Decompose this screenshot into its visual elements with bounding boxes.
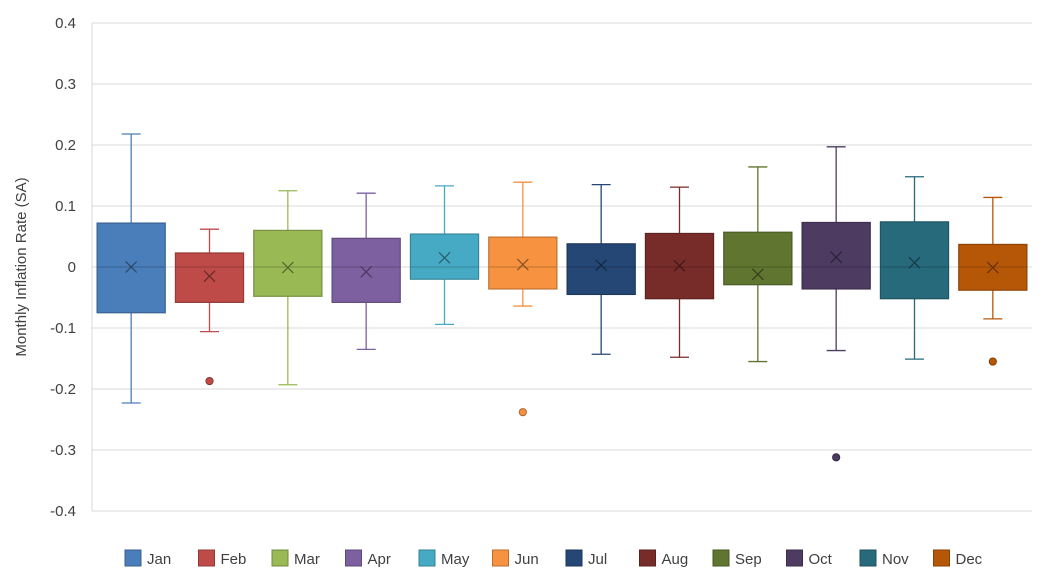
box-iqr — [723, 231, 793, 286]
legend-item-apr: Apr — [345, 549, 391, 568]
y-axis-title: Monthly Inflation Rate (SA) — [13, 177, 30, 356]
legend-item-nov: Nov — [859, 549, 909, 568]
legend-label: Jun — [515, 551, 539, 568]
box-jul — [566, 183, 636, 355]
legend-item-sep: Sep — [712, 549, 762, 568]
legend-label: Oct — [809, 551, 833, 568]
box-iqr — [879, 221, 950, 300]
mean-marker — [595, 259, 608, 272]
box-iqr — [253, 229, 323, 297]
legend-item-jan: Jan — [124, 549, 171, 568]
mean-marker — [438, 251, 451, 264]
legend-label: Apr — [368, 551, 391, 568]
y-tick-label: 0.2 — [55, 137, 76, 154]
legend-swatch — [786, 549, 803, 567]
legend-label: Mar — [294, 551, 320, 568]
legend-item-oct: Oct — [786, 549, 833, 568]
legend-label: Sep — [735, 551, 762, 568]
mean-marker — [360, 265, 373, 278]
legend-item-mar: Mar — [271, 549, 320, 568]
mean-marker — [516, 258, 529, 271]
mean-marker — [673, 259, 686, 272]
y-tick-label: -0.3 — [50, 442, 76, 459]
box-iqr — [331, 237, 401, 303]
box-iqr — [801, 221, 871, 290]
legend-swatch — [859, 549, 877, 567]
legend: Jan Feb Mar Apr May Jun Jul Aug Sep Oct Nov Dec — [124, 549, 983, 568]
legend-label: May — [441, 551, 470, 568]
legend-label: Jul — [588, 551, 607, 568]
legend-item-feb: Feb — [198, 549, 247, 568]
legend-label: Aug — [662, 551, 689, 568]
legend-swatch — [124, 549, 142, 567]
mean-marker — [281, 261, 294, 274]
box-iqr — [488, 236, 558, 290]
outlier-point — [832, 453, 841, 462]
box-iqr — [96, 222, 166, 314]
box-series — [96, 133, 1028, 462]
legend-item-jun: Jun — [492, 549, 539, 568]
mean-marker — [203, 270, 216, 283]
box-iqr — [566, 243, 636, 296]
y-tick-label: 0.3 — [55, 76, 76, 93]
y-axis-tick-labels: 0.4 0.3 0.2 0.1 0 -0.1 -0.2 -0.3 -0.4 — [50, 15, 76, 520]
legend-swatch — [565, 549, 583, 567]
legend-item-aug: Aug — [639, 549, 689, 568]
box-jan — [96, 133, 166, 404]
box-iqr — [409, 233, 480, 280]
legend-swatch — [712, 549, 730, 567]
box-feb — [174, 228, 245, 386]
box-aug — [644, 186, 715, 358]
box-dec — [958, 196, 1028, 366]
mean-marker — [986, 261, 999, 274]
legend-swatch — [492, 549, 509, 567]
legend-label: Feb — [221, 551, 247, 568]
legend-swatch — [418, 549, 436, 567]
legend-swatch — [345, 549, 362, 567]
outlier-point — [205, 376, 214, 386]
legend-item-jul: Jul — [565, 549, 607, 568]
mean-marker — [908, 256, 921, 269]
box-mar — [253, 190, 323, 386]
box-may — [409, 185, 480, 325]
legend-item-may: May — [418, 549, 470, 568]
y-tick-label: 0 — [68, 259, 76, 276]
box-sep — [723, 166, 793, 363]
y-tick-label: 0.4 — [55, 15, 76, 32]
box-nov — [879, 176, 950, 360]
y-tick-label: -0.2 — [50, 381, 76, 398]
legend-swatch — [639, 549, 656, 567]
legend-label: Dec — [956, 551, 983, 568]
legend-swatch — [933, 549, 950, 567]
legend-swatch — [198, 549, 215, 567]
legend-swatch — [271, 549, 289, 567]
mean-marker — [125, 261, 138, 273]
y-tick-label: -0.4 — [50, 503, 76, 520]
outlier-point — [988, 357, 997, 366]
gridlines — [91, 22, 1032, 512]
mean-marker — [751, 268, 764, 281]
box-iqr — [174, 252, 245, 303]
legend-label: Jan — [147, 551, 171, 568]
legend-item-dec: Dec — [933, 549, 983, 568]
mean-marker — [830, 251, 843, 264]
y-tick-label: -0.1 — [50, 320, 76, 337]
y-tick-label: 0.1 — [55, 198, 76, 215]
outlier-point — [518, 408, 527, 417]
box-jun — [488, 181, 558, 417]
legend-label: Nov — [882, 551, 909, 568]
box-oct — [801, 146, 871, 462]
box-apr — [331, 192, 401, 351]
